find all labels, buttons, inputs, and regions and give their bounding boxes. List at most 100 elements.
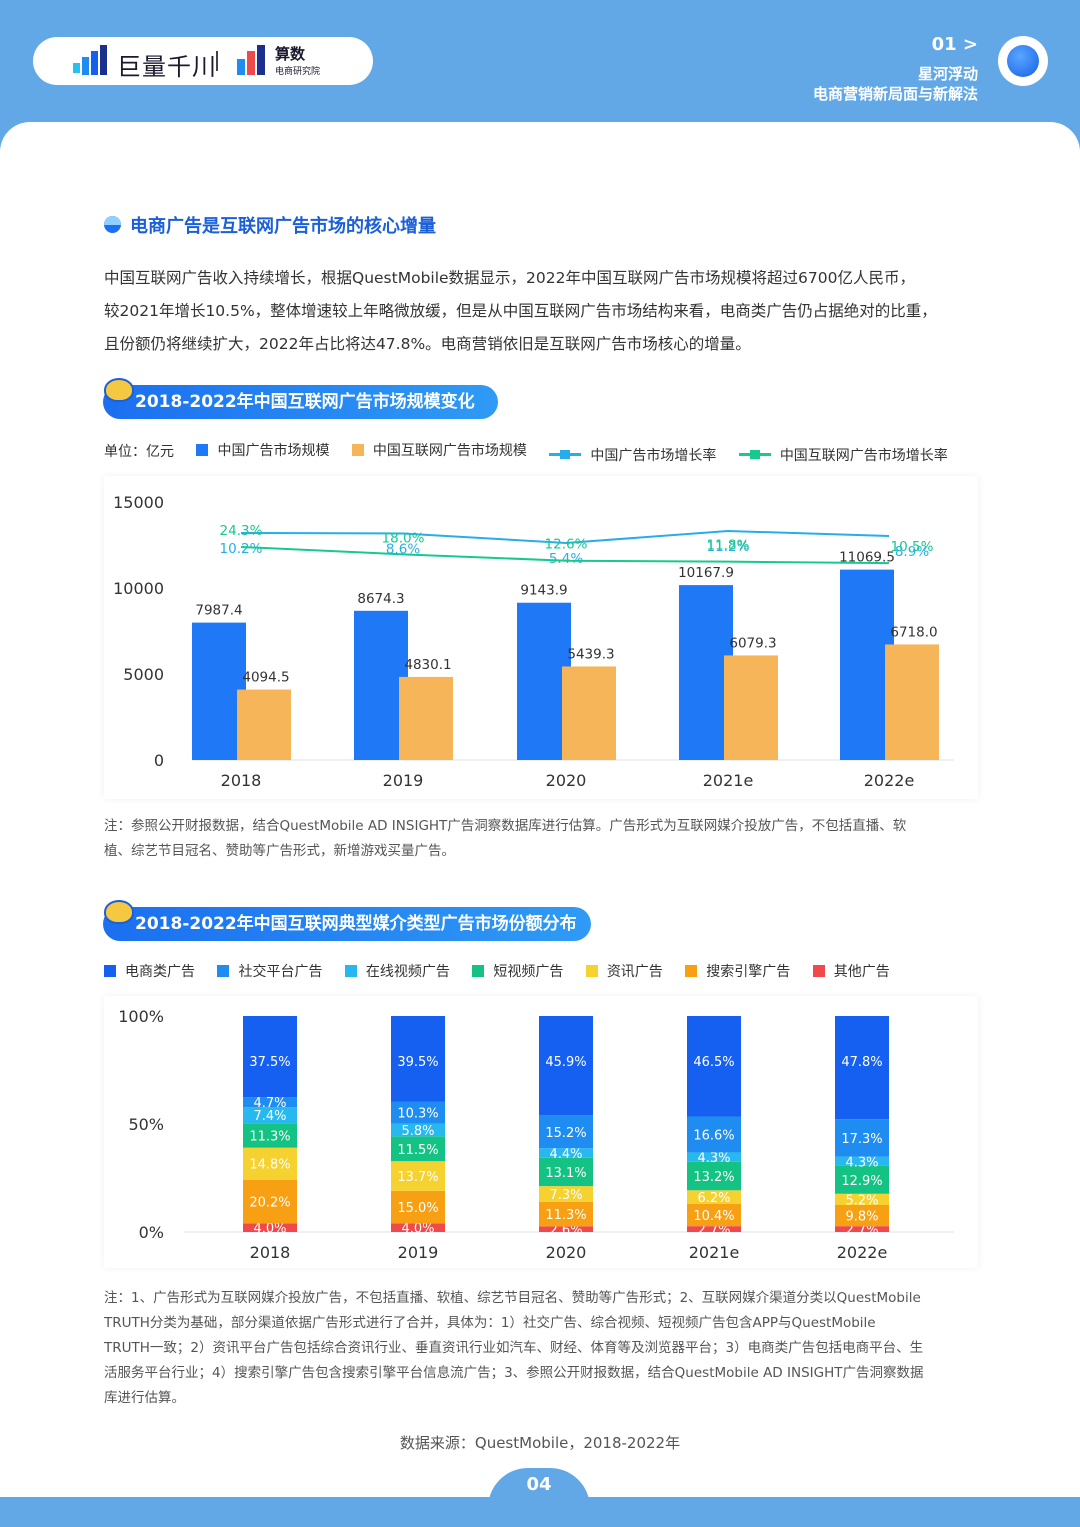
bar-value-label: 10167.9 [678,565,734,581]
note-line: TRUTH一致；2）资讯平台广告包括综合资讯行业、垂直资讯行业如汽车、财经、体育… [104,1340,924,1356]
growth-rate-label: 10.5% [891,539,934,555]
stack-segment [391,1101,445,1124]
legend-item: 搜索引擎广告 [685,961,790,981]
paragraph-line: 且份额仍将继续扩大，2022年占比将达47.8%。电商营销依旧是互联网广告市场核… [104,335,751,353]
legend-item: 短视频广告 [472,961,563,981]
legend-item: 其他广告 [812,961,890,981]
logo2-title: 算数 [275,45,306,63]
chart1-banner: 2018-2022年中国互联网广告市场规模变化 [103,385,498,419]
stack-segment [539,1115,593,1149]
bar-value-label: 9143.9 [520,583,567,599]
segment-value-label: 20.2% [249,1196,290,1211]
x-tick-label: 2018 [221,771,262,790]
note-line: 活服务平台行业；4）搜索引擎广告包含搜索引擎平台信息流广告；3、参照公开财报数据… [104,1365,924,1381]
segment-value-label: 7.4% [253,1109,286,1124]
segment-value-label: 47.8% [841,1055,882,1070]
growth-rate-label: 18.0% [382,530,425,546]
segment-value-label: 4.3% [697,1151,730,1166]
growth-rate-label: 8.9% [895,544,929,560]
segment-value-label: 7.3% [549,1188,582,1203]
segment-value-label: 45.9% [545,1055,586,1070]
stack-segment [687,1190,741,1204]
stack-segment [687,1161,741,1191]
stack-segment [243,1107,297,1124]
segment-value-label: 4.4% [549,1147,582,1162]
bar-value-label: 8674.3 [357,591,404,607]
note-line: 库进行估算。 [104,1390,185,1406]
stack-segment [243,1179,297,1224]
x-tick-label: 2019 [383,771,424,790]
legend-item: 社交平台广告 [217,961,322,981]
logo-divider [216,51,218,71]
legend-unit: 单位：亿元 [104,444,174,460]
segment-value-label: 2.6% [549,1223,582,1238]
stack-segment [539,1226,593,1232]
mascot-icon [104,378,134,402]
section-bullet-icon [104,216,121,233]
segment-value-label: 10.4% [693,1209,734,1224]
bar-value-label: 5439.3 [567,646,614,662]
growth-rate-label: 12.6% [545,537,588,553]
growth-rate-label: 11.8% [707,538,750,554]
bar-value-label: 6079.3 [729,635,776,651]
juliang-logo-icon [73,45,107,75]
stack-segment [835,1205,889,1227]
x-tick-label: 2019 [398,1243,439,1262]
legend-item: 中国广告市场规模 [196,440,329,460]
page-number-tab [488,1468,590,1508]
x-tick-label: 2021e [689,1243,740,1262]
bar-value-label: 6718.0 [890,624,937,640]
chart2-legend: 电商类广告 社交平台广告 在线视频广告 短视频广告 资讯广告 搜索引擎广告 其他… [104,961,908,981]
segment-value-label: 4.0% [401,1222,434,1237]
stack-segment [539,1157,593,1187]
chapter-number: 01 > [931,34,978,55]
segment-value-label: 4.3% [845,1155,878,1170]
chart2-banner: 2018-2022年中国互联网典型媒介类型广告市场份额分布 [103,907,591,941]
x-tick-label: 2022e [837,1243,888,1262]
logo1-text: 巨量千川 [117,53,217,81]
legend-item: 资讯广告 [585,961,663,981]
stack-segment [835,1226,889,1232]
note-line: 注：参照公开财报数据，结合QuestMobile AD INSIGHT广告洞察数… [104,818,907,834]
stack-segment [687,1203,741,1227]
y-tick-label: 15000 [113,493,164,512]
growth-rate-label: 11.2% [707,539,750,555]
segment-value-label: 15.0% [397,1201,438,1216]
logo-pill: 巨量千川 算数 电商研究院 [33,37,373,85]
x-tick-label: 2020 [546,1243,587,1262]
legend-item: 中国互联网广告市场规模 [351,440,527,460]
stack-segment [539,1201,593,1227]
stack-segment [835,1193,889,1205]
bar [885,644,939,760]
x-tick-label: 2018 [250,1243,291,1262]
market-size-chart: 0 5000 10000 15000 2018 2019 2020 2021e 2022e 798… [113,493,954,790]
segment-value-label: 13.2% [693,1170,734,1185]
y-tick-label: 5000 [123,665,164,684]
segment-value-label: 13.7% [397,1170,438,1185]
segment-value-label: 2.7% [845,1223,878,1238]
segment-value-label: 14.8% [249,1158,290,1173]
segment-value-label: 12.9% [841,1174,882,1189]
y-tick-label: 0% [139,1223,164,1242]
stack-segment [687,1116,741,1153]
y-tick-label: 10000 [113,579,164,598]
stack-segment [391,1161,445,1191]
stack-segment [243,1097,297,1108]
segment-value-label: 11.3% [249,1129,290,1144]
stack-segment [243,1147,297,1180]
stack-segment [687,1152,741,1162]
paragraph-line: 较2021年增长10.5%，整体增速较上年略微放缓，但是从中国互联网广告市场结构… [104,302,937,320]
stack-segment [539,1016,593,1116]
segment-value-label: 4.0% [253,1222,286,1237]
segment-value-label: 11.3% [545,1208,586,1223]
stack-segment [835,1119,889,1157]
chart2-note: 注：1、广告形式为互联网媒介投放广告，不包括直播、软植、综艺节目冠名、赞助等广告… [104,1286,980,1411]
y-tick-label: 50% [128,1115,164,1134]
data-source: 数据来源：QuestMobile，2018-2022年 [399,1434,681,1452]
intro-paragraph: 中国互联网广告收入持续增长，根据QuestMobile数据显示，2022年中国互… [104,262,980,361]
stack-segment [539,1148,593,1158]
stack-segment [687,1016,741,1117]
stack-segment [835,1156,889,1166]
stack-segment [391,1123,445,1137]
section-title: 电商广告是互联网广告市场的核心增量 [130,216,436,237]
